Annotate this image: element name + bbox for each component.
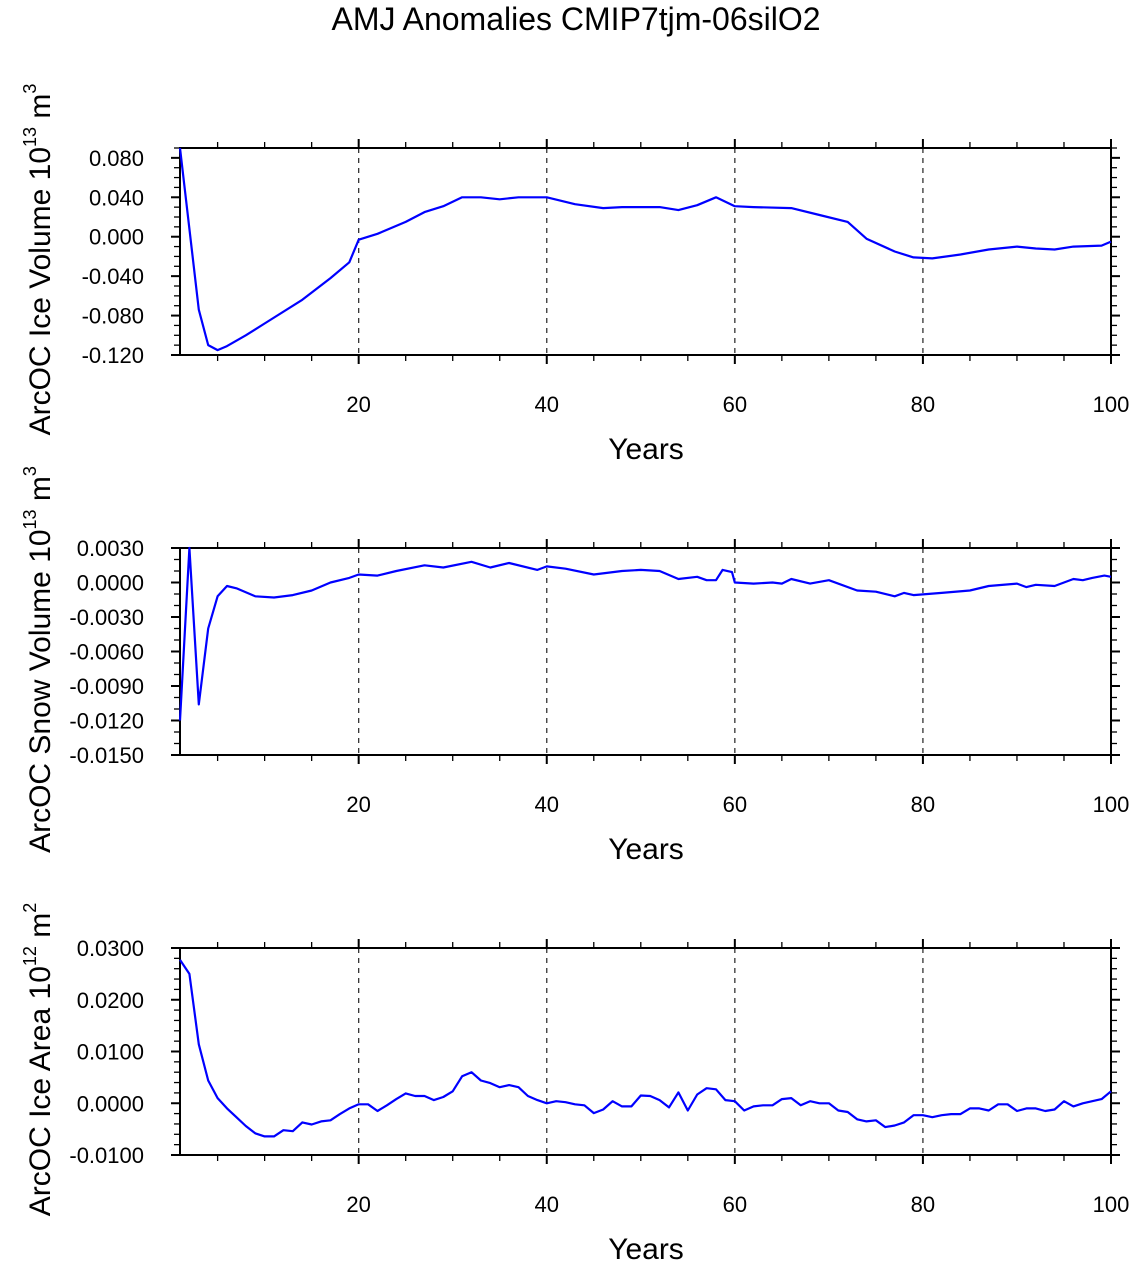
y-tick-label: -0.0030	[69, 605, 144, 630]
y-tick-label: -0.120	[82, 343, 144, 368]
x-tick-label: 80	[911, 392, 935, 417]
x-tick-label: 80	[911, 1192, 935, 1217]
y-tick-label: -0.0120	[69, 709, 144, 734]
y-tick-label: -0.0060	[69, 640, 144, 665]
panel-3: 20 40 60 80 100 0.0300 0.0200 0.0100 0.0000 -0.01…	[20, 903, 1129, 1264]
y-tick-label: 0.0000	[77, 1091, 144, 1116]
y-tick-label: -0.080	[82, 304, 144, 329]
chart-title: AMJ Anomalies CMIP7tjm-06silO2	[331, 1, 820, 37]
x-tick-label: 100	[1093, 792, 1130, 817]
y-tick-label: 0.0000	[77, 571, 144, 596]
y-tick-label: -0.0150	[69, 743, 144, 768]
data-series-line	[179, 959, 1112, 1138]
y-label-unit-exponent: 2	[20, 903, 40, 913]
y-label-text: ArcOC Ice Volume 10	[24, 147, 57, 435]
y-tick-label: -0.0100	[69, 1143, 144, 1168]
y-tick-label: 0.0300	[77, 936, 144, 961]
x-axis-label: Years	[608, 833, 684, 866]
y-tick-label: 0.080	[89, 146, 144, 171]
x-axis-label: Years	[608, 1233, 684, 1264]
x-axis-label: Years	[608, 433, 684, 466]
y-tick-label: 0.0200	[77, 988, 144, 1013]
y-label-text: ArcOC Snow Volume 10	[24, 529, 57, 852]
x-tick-label: 20	[346, 792, 370, 817]
y-label-unit-exponent: 3	[20, 84, 40, 94]
y-label-exponent: 12	[20, 946, 40, 966]
y-tick-label: 0.0030	[77, 536, 144, 561]
y-tick-label: -0.0090	[69, 674, 144, 699]
y-label-unit: m	[24, 94, 57, 127]
panel-1: 20 40 60 80 100 0.080 0.040 0.000 -0.040 -0.080 -0…	[20, 84, 1129, 466]
x-tick-label: 20	[346, 1192, 370, 1217]
plot-frame	[179, 147, 1112, 356]
y-axis-label: ArcOC Snow Volume 1013 m3	[20, 466, 57, 853]
x-tick-label: 60	[723, 392, 747, 417]
x-tick-label: 40	[535, 392, 559, 417]
data-series-line	[178, 147, 1112, 352]
x-tick-label: 40	[535, 792, 559, 817]
y-label-unit: m	[24, 476, 57, 509]
y-label-unit: m	[24, 913, 57, 946]
y-axis-label: ArcOC Ice Volume 1013 m3	[20, 84, 57, 436]
x-tick-label: 100	[1093, 1192, 1130, 1217]
data-series-line	[178, 546, 1112, 721]
x-tick-label: 20	[346, 392, 370, 417]
panel-2: 20 40 60 80 100 0.0030 0.0000 -0.0030 -0.0060 -0.…	[20, 466, 1129, 866]
y-tick-label: 0.000	[89, 225, 144, 250]
y-tick-label: 0.040	[89, 185, 144, 210]
plot-frame	[179, 547, 1112, 756]
y-label-exponent: 13	[20, 127, 40, 147]
x-tick-label: 60	[723, 792, 747, 817]
x-tick-label: 60	[723, 1192, 747, 1217]
y-label-exponent: 13	[20, 509, 40, 529]
y-label-text: ArcOC Ice Area 10	[24, 966, 57, 1216]
y-tick-label: -0.040	[82, 264, 144, 289]
y-label-unit-exponent: 3	[20, 466, 40, 476]
x-tick-label: 80	[911, 792, 935, 817]
y-tick-label: 0.0100	[77, 1040, 144, 1065]
x-tick-label: 100	[1093, 392, 1130, 417]
y-axis-label: ArcOC Ice Area 1012 m2	[20, 903, 57, 1216]
x-tick-label: 40	[535, 1192, 559, 1217]
plot-frame	[179, 947, 1112, 1156]
